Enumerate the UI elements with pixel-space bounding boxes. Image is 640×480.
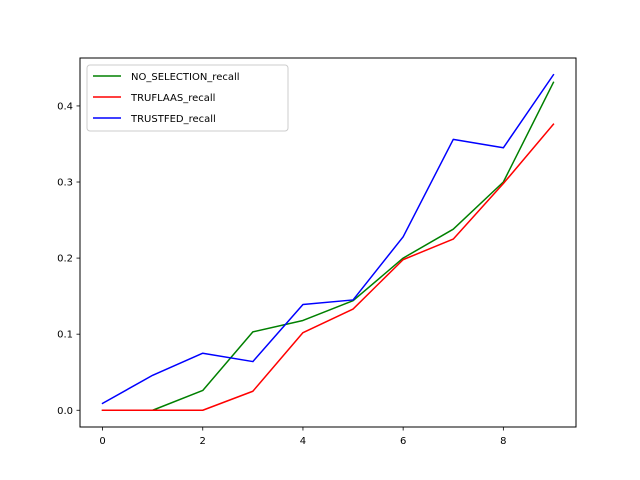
legend-box <box>86 64 289 132</box>
x-axis: 0 2 4 6 8 <box>99 427 507 447</box>
series-line-0 <box>101 81 555 412</box>
legend-label-1: TRUFLAAS_recall <box>130 93 215 104</box>
series-line-2 <box>101 73 555 405</box>
legend-label-0: NO_SELECTION_recall <box>131 72 240 83</box>
x-tick-label-2: 4 <box>300 436 306 447</box>
legend-items: NO_SELECTION_recall TRUFLAAS_recall TRUSTF… <box>93 72 240 125</box>
legend: NO_SELECTION_recall TRUFLAAS_recall TRUSTF… <box>86 64 289 132</box>
series-line-1 <box>101 123 555 412</box>
y-tick-label-2: 0.2 <box>57 254 73 265</box>
y-tick-label-0: 0.0 <box>57 406 73 417</box>
series-layer <box>101 73 555 412</box>
plot-frame <box>79 57 577 428</box>
x-tick-label-0: 0 <box>99 436 105 447</box>
y-tick-label-4: 0.4 <box>57 101 73 112</box>
y-tick-label-3: 0.3 <box>57 178 73 189</box>
y-tick-label-1: 0.1 <box>57 330 73 341</box>
x-tick-label-1: 2 <box>200 436 206 447</box>
legend-label-2: TRUSTFED_recall <box>130 114 216 125</box>
x-tick-label-3: 6 <box>400 436 406 447</box>
x-tick-label-4: 8 <box>500 436 506 447</box>
y-axis: 0.0 0.1 0.2 0.3 0.4 <box>57 101 80 417</box>
